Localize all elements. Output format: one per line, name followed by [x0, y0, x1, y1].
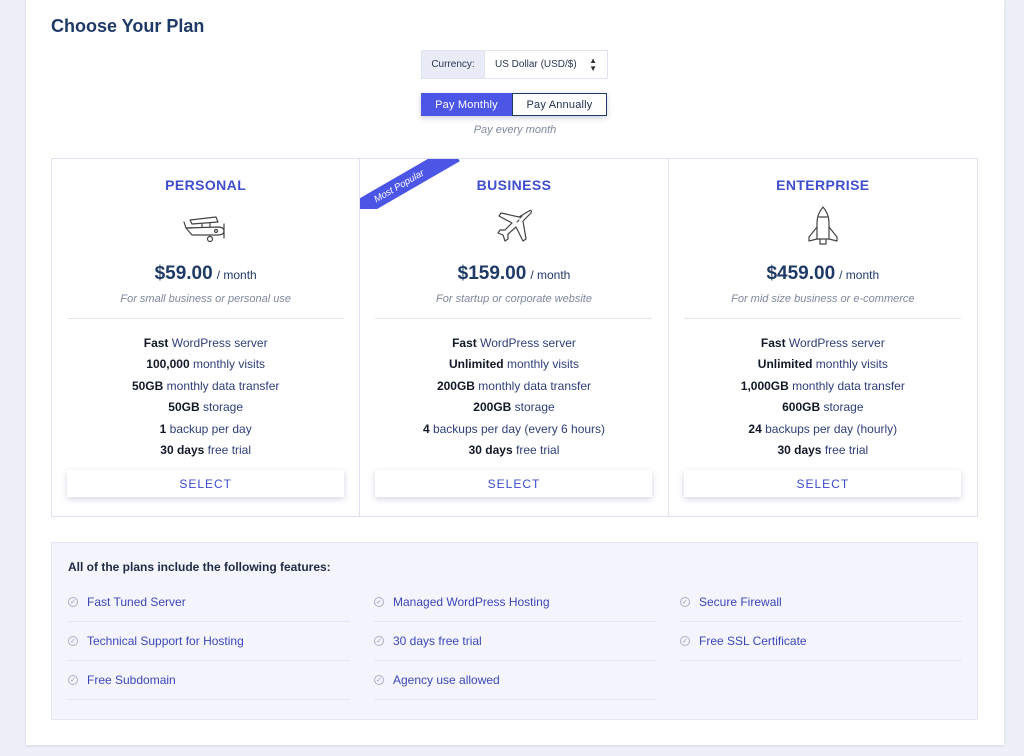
price-row: $159.00 / month	[458, 263, 571, 285]
plan-enterprise: ENTERPRISE $459.00 / month For mid size …	[669, 159, 977, 516]
included-item: ✓ Free Subdomain	[68, 661, 350, 700]
feature-item: 24 backups per day (hourly)	[748, 421, 898, 436]
check-circle-icon: ✓	[374, 636, 384, 646]
check-circle-icon: ✓	[68, 675, 78, 685]
plan-period: / month	[216, 268, 257, 282]
plan-period: / month	[530, 268, 571, 282]
plan-personal: PERSONAL $59.00 / month For small busine…	[52, 159, 361, 516]
feature-item: 30 days free trial	[160, 443, 252, 458]
select-business-button[interactable]: SELECT	[375, 470, 653, 498]
check-circle-icon: ✓	[680, 636, 690, 646]
divider	[375, 318, 653, 319]
select-personal-button[interactable]: SELECT	[67, 470, 345, 498]
currency-dropdown[interactable]: US Dollar (USD/$) ▲ ▼	[485, 51, 607, 78]
included-item: ✓ Agency use allowed	[374, 661, 656, 700]
included-title: All of the plans include the following f…	[68, 560, 331, 574]
billing-toggle: Pay Monthly Pay Annually	[421, 93, 607, 116]
plan-price: $459.00	[766, 263, 836, 284]
plan-price: $59.00	[154, 263, 213, 284]
jet-plane-icon	[493, 205, 535, 249]
check-circle-icon: ✓	[68, 597, 78, 607]
pay-monthly-button[interactable]: Pay Monthly	[421, 93, 512, 116]
feature-item: 200GB monthly data transfer	[436, 378, 592, 393]
included-item: ✓ Technical Support for Hosting	[68, 622, 350, 661]
feature-item: 50GB monthly data transfer	[131, 378, 280, 393]
included-item: ✓ 30 days free trial	[374, 622, 656, 661]
plan-subtitle: For startup or corporate website	[436, 293, 592, 305]
feature-item: 1,000GB monthly data transfer	[740, 378, 905, 393]
check-circle-icon: ✓	[374, 597, 384, 607]
check-circle-icon: ✓	[68, 636, 78, 646]
feature-item: 600GB storage	[782, 400, 864, 415]
feature-item: 100,000 monthly visits	[146, 357, 266, 372]
page-title: Choose Your Plan	[51, 16, 205, 36]
check-circle-icon: ✓	[680, 597, 690, 607]
included-features-panel: All of the plans include the following f…	[51, 542, 978, 720]
plan-subtitle: For mid size business or e-commerce	[731, 293, 915, 305]
currency-label: Currency:	[422, 51, 485, 78]
feature-item: Fast WordPress server	[143, 336, 268, 350]
divider	[684, 318, 962, 319]
feature-item: 4 backups per day (every 6 hours)	[422, 421, 606, 436]
price-row: $459.00 / month	[766, 263, 879, 285]
pay-annually-button[interactable]: Pay Annually	[512, 93, 607, 116]
price-row: $59.00 / month	[155, 263, 257, 285]
included-item: ✓ Fast Tuned Server	[68, 583, 350, 622]
plan-business: Most Popular BUSINESS $159.00 / month Fo…	[360, 159, 669, 516]
plan-price: $159.00	[457, 263, 527, 284]
plans-table: PERSONAL $59.00 / month For small busine…	[51, 158, 978, 517]
plan-feature-list: Fast WordPress server Unlimited monthly …	[423, 333, 605, 461]
feature-item: Fast WordPress server	[760, 336, 885, 350]
space-shuttle-icon	[801, 205, 845, 249]
airplane-propeller-icon	[180, 205, 232, 249]
feature-item: 200GB storage	[473, 400, 555, 415]
select-enterprise-button[interactable]: SELECT	[684, 470, 962, 498]
feature-item: Unlimited monthly visits	[757, 357, 888, 372]
included-item: ✓ Secure Firewall	[680, 583, 962, 622]
feature-item: 50GB storage	[168, 400, 244, 415]
plan-name: BUSINESS	[476, 177, 552, 193]
feature-item: 30 days free trial	[777, 443, 869, 458]
plan-feature-list: Fast WordPress server Unlimited monthly …	[741, 333, 905, 461]
included-item: ✓ Free SSL Certificate	[680, 622, 962, 661]
sort-caret-icon: ▲ ▼	[589, 55, 597, 73]
plan-name: PERSONAL	[165, 177, 247, 193]
plan-period: / month	[839, 268, 880, 282]
plan-name: ENTERPRISE	[776, 177, 870, 193]
divider	[67, 318, 345, 319]
check-circle-icon: ✓	[374, 675, 384, 685]
plan-feature-list: Fast WordPress server 100,000 monthly vi…	[132, 333, 279, 461]
currency-selector: Currency: US Dollar (USD/$) ▲ ▼	[421, 50, 608, 79]
feature-item: 30 days free trial	[468, 443, 560, 458]
plan-subtitle: For small business or personal use	[120, 293, 291, 305]
currency-value: US Dollar (USD/$)	[495, 59, 577, 70]
feature-item: Unlimited monthly visits	[448, 357, 579, 372]
feature-item: 1 backup per day	[159, 421, 252, 436]
feature-item: Fast WordPress server	[452, 336, 576, 350]
most-popular-ribbon: Most Popular	[360, 159, 461, 209]
ribbon-label: Most Popular	[360, 159, 461, 209]
billing-note: Pay every month	[473, 124, 557, 136]
included-item: ✓ Managed WordPress Hosting	[374, 583, 656, 622]
